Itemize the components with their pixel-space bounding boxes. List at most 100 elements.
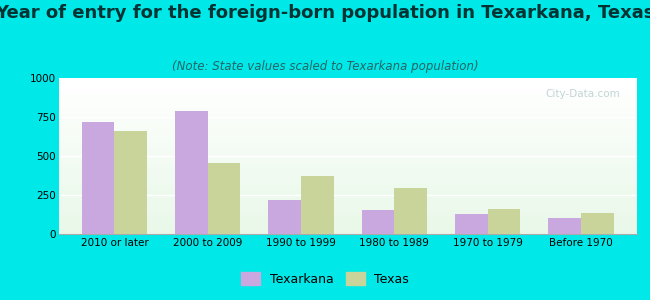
Bar <box>58 221 637 222</box>
Bar <box>58 84 637 85</box>
Bar <box>58 151 637 152</box>
Bar <box>58 200 637 201</box>
Bar <box>114 131 147 234</box>
Bar <box>58 138 637 139</box>
Bar <box>58 153 637 154</box>
Bar <box>58 229 637 230</box>
Bar <box>58 129 637 130</box>
Bar <box>58 160 637 161</box>
Bar <box>58 100 637 101</box>
Bar <box>58 224 637 225</box>
Bar <box>58 149 637 150</box>
Bar <box>58 182 637 183</box>
Bar <box>58 230 637 231</box>
Bar <box>58 192 637 193</box>
Bar <box>58 156 637 157</box>
Bar <box>58 198 637 199</box>
Bar <box>58 133 637 134</box>
Bar <box>58 139 637 140</box>
Bar <box>58 135 637 136</box>
Bar <box>58 199 637 200</box>
Bar <box>58 233 637 234</box>
Bar <box>58 208 637 209</box>
Bar <box>58 217 637 218</box>
Bar <box>58 207 637 208</box>
Bar <box>58 168 637 169</box>
Bar <box>58 145 637 146</box>
Bar <box>58 226 637 227</box>
Bar <box>58 141 637 142</box>
Text: (Note: State values scaled to Texarkana population): (Note: State values scaled to Texarkana … <box>172 60 478 73</box>
Bar <box>58 164 637 165</box>
Bar <box>58 110 637 111</box>
Bar <box>58 189 637 190</box>
Bar <box>58 95 637 96</box>
Bar <box>58 175 637 176</box>
Bar <box>58 137 637 138</box>
Bar <box>58 213 637 214</box>
Bar <box>362 210 395 234</box>
Bar <box>268 200 301 234</box>
Bar <box>58 210 637 211</box>
Bar <box>58 183 637 184</box>
Bar <box>58 111 637 112</box>
Bar <box>58 80 637 81</box>
Bar <box>58 128 637 129</box>
Bar <box>58 78 637 79</box>
Bar <box>58 79 637 80</box>
Bar <box>58 211 637 212</box>
Bar <box>58 112 637 113</box>
Bar <box>58 113 637 114</box>
Bar <box>58 202 637 203</box>
Bar <box>58 147 637 148</box>
Bar <box>549 218 581 234</box>
Legend: Texarkana, Texas: Texarkana, Texas <box>236 267 414 291</box>
Bar <box>58 174 637 175</box>
Bar <box>58 203 637 204</box>
Bar <box>58 90 637 91</box>
Bar <box>58 218 637 219</box>
Bar <box>58 108 637 109</box>
Bar <box>58 186 637 187</box>
Bar <box>58 206 637 207</box>
Bar <box>58 165 637 166</box>
Bar <box>58 154 637 155</box>
Bar <box>58 87 637 88</box>
Bar <box>58 216 637 217</box>
Bar <box>58 82 637 83</box>
Bar <box>58 219 637 220</box>
Bar <box>58 194 637 195</box>
Bar <box>58 177 637 178</box>
Bar <box>58 232 637 233</box>
Bar <box>58 173 637 174</box>
Bar <box>58 190 637 191</box>
Bar <box>58 205 637 206</box>
Bar <box>58 81 637 82</box>
Bar <box>58 96 637 97</box>
Bar <box>58 146 637 147</box>
Bar <box>58 209 637 210</box>
Bar <box>58 143 637 144</box>
Bar <box>58 172 637 173</box>
Bar <box>58 215 637 216</box>
Bar <box>58 170 637 171</box>
Bar <box>58 179 637 180</box>
Bar <box>58 127 637 128</box>
Bar <box>395 188 427 234</box>
Bar <box>58 204 637 205</box>
Bar <box>58 114 637 115</box>
Bar <box>58 115 637 116</box>
Bar <box>58 214 637 215</box>
Bar <box>58 162 637 163</box>
Bar <box>58 85 637 86</box>
Bar <box>58 116 637 117</box>
Bar <box>58 197 637 198</box>
Bar <box>58 158 637 159</box>
Bar <box>58 187 637 188</box>
Bar <box>58 131 637 132</box>
Bar <box>58 227 637 228</box>
Bar <box>581 213 614 234</box>
Bar <box>58 180 637 181</box>
Bar <box>58 148 637 149</box>
Bar <box>58 105 637 106</box>
